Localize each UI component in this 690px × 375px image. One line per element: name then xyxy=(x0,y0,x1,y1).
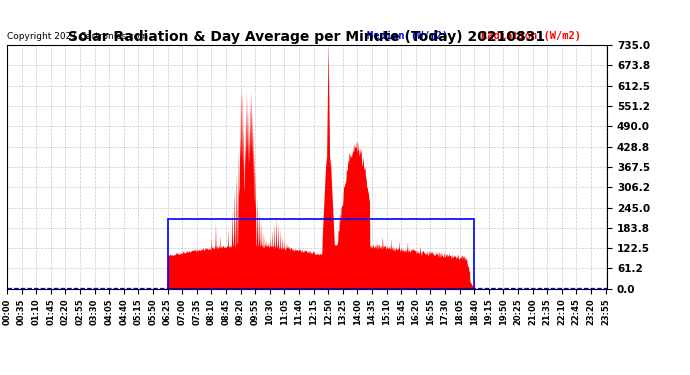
Text: Median (W/m2): Median (W/m2) xyxy=(367,32,449,41)
Text: Copyright 2021 Cartronics.com: Copyright 2021 Cartronics.com xyxy=(7,32,148,41)
Bar xyxy=(168,219,474,289)
Text: Radiation (W/m2): Radiation (W/m2) xyxy=(481,32,581,41)
Title: Solar Radiation & Day Average per Minute (Today) 20210831: Solar Radiation & Day Average per Minute… xyxy=(68,30,546,44)
